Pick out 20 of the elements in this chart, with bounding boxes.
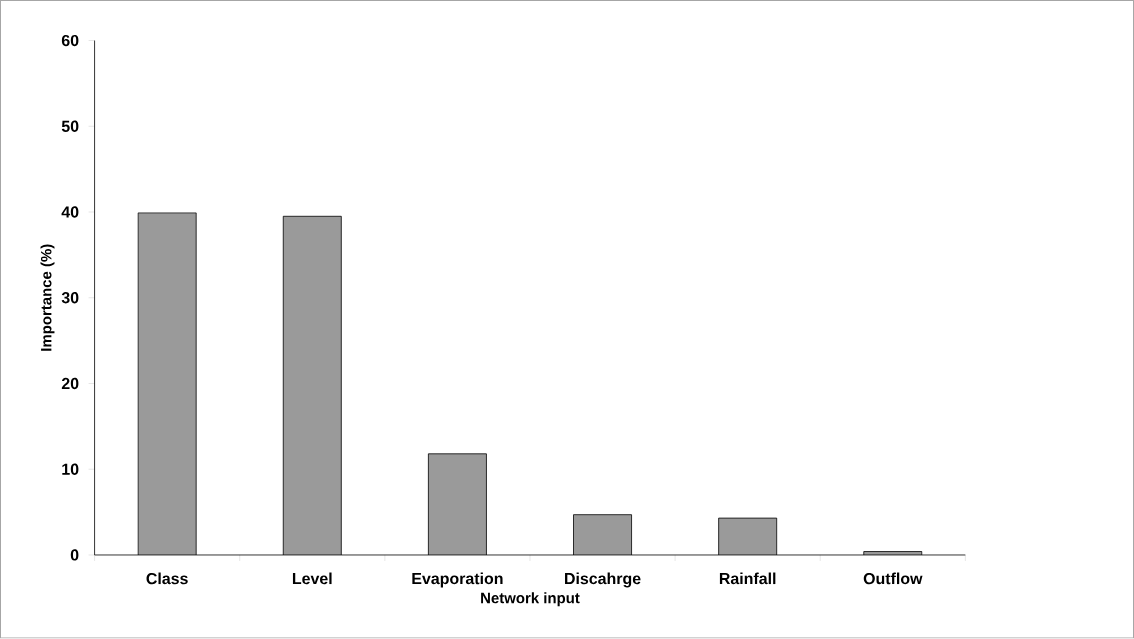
x-tick-label: Rainfall <box>719 572 776 585</box>
x-tick-label: Class <box>146 572 188 585</box>
bar <box>283 216 342 556</box>
y-tick-label: 50 <box>61 120 79 133</box>
x-tick-label: Evaporation <box>412 572 503 588</box>
x-tick-label: Outflow <box>863 572 923 585</box>
y-tick-label: 10 <box>62 463 79 476</box>
x-axis-title: Network input <box>481 592 580 607</box>
y-tick-label: 20 <box>61 378 79 390</box>
y-tick-label: 30 <box>61 292 79 304</box>
y-tick-label: 60 <box>61 35 79 47</box>
x-tick-label: Discahrge <box>565 572 641 588</box>
y-axis-title: Importance (%) <box>40 244 55 351</box>
bar <box>573 514 632 556</box>
bar <box>138 213 197 556</box>
y-tick-label: 0 <box>70 549 79 561</box>
bar <box>428 454 487 556</box>
bar <box>718 518 777 556</box>
y-tick-label: 40 <box>61 206 79 218</box>
x-tick-label: Level <box>292 572 332 585</box>
